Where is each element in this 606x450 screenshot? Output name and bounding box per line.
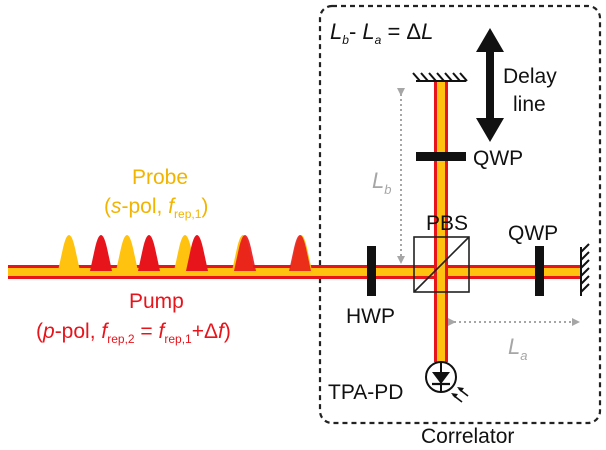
pulse-train <box>58 235 312 271</box>
probe-title: Probe <box>132 166 188 189</box>
Lb-label: Lb <box>372 168 391 197</box>
qwp-top-label: QWP <box>473 147 523 170</box>
photodiode-icon <box>425 361 469 403</box>
probe-pulse <box>58 235 80 271</box>
La-label: La <box>508 334 527 363</box>
pump-subtitle: (p-pol, frep,2 = frep,1+Δf) <box>36 320 231 346</box>
pump-pulse <box>138 235 160 271</box>
qwp-right-plate <box>535 246 544 296</box>
correlator-label: Correlator <box>421 425 514 448</box>
double-arrow-icon <box>476 28 504 142</box>
delay-equation: Lb- La = ΔL <box>330 19 433 47</box>
qwp-right-label: QWP <box>508 222 558 245</box>
pump-pulse <box>186 235 208 271</box>
qwp-top-plate <box>416 152 466 161</box>
pump-pulse <box>90 235 112 271</box>
hwp-label: HWP <box>346 305 395 328</box>
pump-pulse <box>289 235 311 271</box>
pump-title: Pump <box>129 290 184 313</box>
correlator-box <box>318 4 602 425</box>
delay-line-label-2: line <box>513 93 546 116</box>
probe-subtitle: (s-pol, frep,1) <box>104 195 208 221</box>
mirror-icon <box>412 72 468 82</box>
hwp-plate <box>367 246 376 296</box>
pump-pulse <box>234 235 256 271</box>
pbs-cube <box>413 236 470 293</box>
pbs-label: PBS <box>426 212 468 235</box>
probe-pulse <box>116 235 138 271</box>
tpa-pd-label: TPA-PD <box>328 381 403 404</box>
delay-line-label-1: Delay <box>503 65 557 88</box>
mirror-icon <box>580 243 590 296</box>
